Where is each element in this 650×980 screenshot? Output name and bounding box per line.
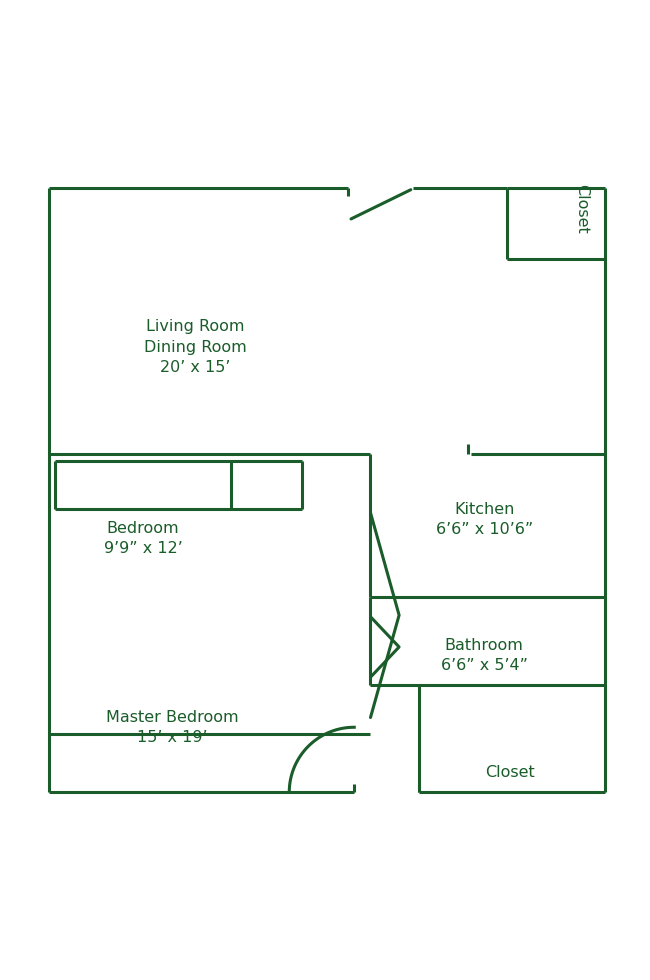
Text: Closet: Closet (574, 184, 590, 234)
Text: Bathroom
6’6” x 5’4”: Bathroom 6’6” x 5’4” (441, 638, 528, 673)
Text: Master Bedroom
15’ x 19’: Master Bedroom 15’ x 19’ (106, 710, 239, 745)
Text: Living Room
Dining Room
20’ x 15’: Living Room Dining Room 20’ x 15’ (144, 319, 246, 375)
Text: Kitchen
6’6” x 10’6”: Kitchen 6’6” x 10’6” (436, 502, 533, 537)
Text: Bedroom
9’9” x 12’: Bedroom 9’9” x 12’ (103, 521, 183, 557)
Text: Closet: Closet (486, 765, 535, 780)
